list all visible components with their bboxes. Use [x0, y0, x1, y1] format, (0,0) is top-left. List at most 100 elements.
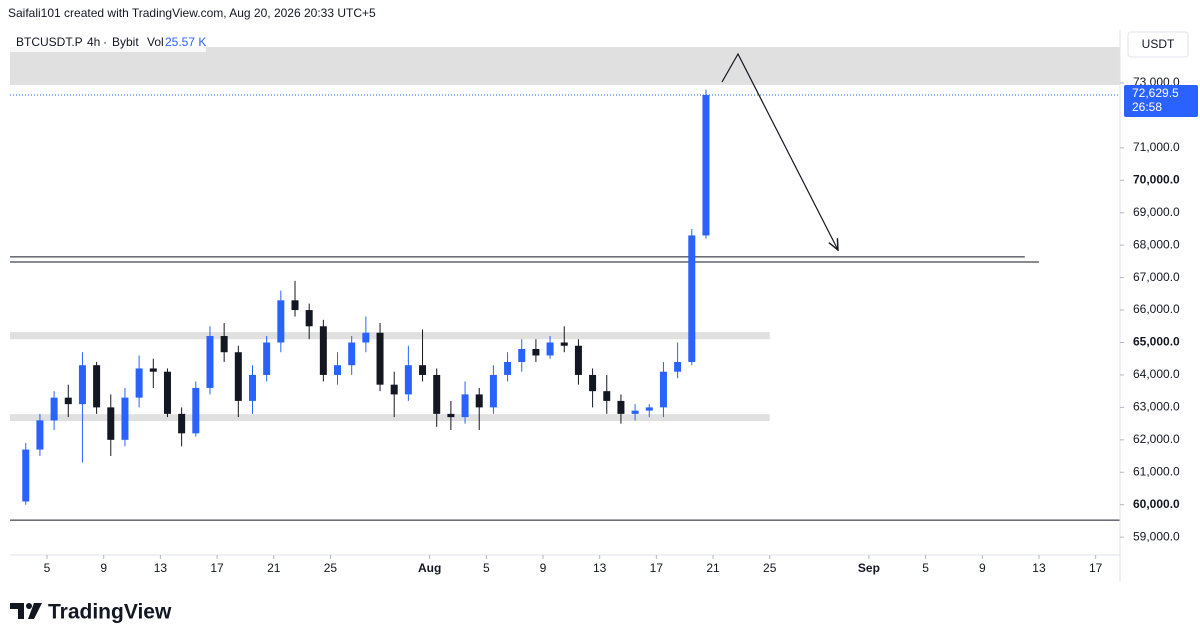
- header: Saifali101 created with TradingView.com,…: [8, 6, 376, 20]
- last-price: 72,629.5: [1132, 86, 1179, 100]
- zone: [10, 46, 1120, 85]
- candle-body: [78, 365, 86, 405]
- candle-body: [36, 420, 44, 450]
- brand: TradingView: [48, 601, 172, 624]
- candle-body: [234, 352, 242, 401]
- candle-body: [362, 332, 370, 343]
- separator: ·: [103, 35, 107, 49]
- candle-body: [121, 397, 129, 440]
- zone: [10, 332, 770, 340]
- logo-mark: [28, 603, 42, 619]
- exchange: Bybit: [112, 35, 139, 49]
- x-tick-label: 25: [324, 561, 338, 575]
- zone: [10, 414, 770, 422]
- candle-body: [688, 235, 696, 362]
- y-tick-label: 63,000.0: [1133, 400, 1180, 414]
- volume-label: Vol: [147, 35, 164, 49]
- candle-body: [220, 336, 228, 353]
- y-tick-label: 71,000.0: [1133, 140, 1180, 154]
- y-tick-label: 60,000.0: [1133, 497, 1180, 511]
- logo-mark: [26, 603, 32, 609]
- arrow-drawing: [721, 52, 838, 250]
- y-tick-label: 59,000.0: [1133, 529, 1180, 543]
- x-tick-label: 5: [483, 561, 490, 575]
- candle-body: [631, 410, 639, 414]
- candle-body: [206, 336, 214, 388]
- candle-body: [93, 365, 101, 408]
- x-tick-label: 21: [267, 561, 281, 575]
- y-tick-label: 65,000.0: [1133, 335, 1180, 349]
- candle-body: [64, 397, 72, 405]
- x-tick-label: 21: [706, 561, 720, 575]
- x-tick-label: 5: [44, 561, 51, 575]
- countdown: 26:58: [1132, 100, 1162, 114]
- legend: BTCUSDT.P · 4h · Bybit Vol 25.57 K: [10, 34, 206, 52]
- candle-body: [504, 361, 512, 375]
- candle-body: [617, 400, 625, 414]
- y-tick-label: 66,000.0: [1133, 302, 1180, 316]
- x-tick-label: 13: [154, 561, 168, 575]
- candle-body: [107, 407, 115, 440]
- candle-body: [589, 374, 597, 392]
- x-tick-label: 17: [650, 561, 664, 575]
- x-tick-label: 9: [100, 561, 107, 575]
- symbol: BTCUSDT.P: [16, 35, 83, 49]
- candle-body: [702, 94, 710, 236]
- x-tick-label: 9: [979, 561, 986, 575]
- candle-body: [376, 332, 384, 385]
- candle-body: [291, 300, 299, 311]
- candle-body: [22, 449, 30, 502]
- brand-logo: TradingView: [10, 601, 172, 624]
- candle-body: [518, 348, 526, 362]
- candle-body: [461, 394, 469, 418]
- y-tick-label: 64,000.0: [1133, 367, 1180, 381]
- interval: 4h: [87, 35, 100, 49]
- candle-body: [404, 365, 412, 395]
- last-price-box: [1124, 84, 1198, 117]
- x-tick-label: 17: [1089, 561, 1103, 575]
- x-tick-label: 5: [922, 561, 929, 575]
- x-tick-label: 13: [1032, 561, 1046, 575]
- candle-body: [603, 391, 611, 401]
- y-tick-label: 68,000.0: [1133, 237, 1180, 251]
- logo-mark: [10, 603, 24, 619]
- candle-body: [135, 368, 143, 398]
- candle-body: [192, 387, 200, 434]
- candle-body: [532, 348, 540, 356]
- candle-body: [447, 413, 455, 418]
- candle-body: [334, 365, 342, 375]
- x-tick-label: 9: [540, 561, 547, 575]
- candle-body: [659, 371, 667, 408]
- y-tick-label: 61,000.0: [1133, 464, 1180, 478]
- candle-body: [348, 342, 356, 366]
- y-tick-label: 69,000.0: [1133, 205, 1180, 219]
- currency-box[interactable]: [1127, 31, 1189, 58]
- volume: 25.57 K: [165, 35, 206, 49]
- candle-body: [178, 413, 186, 434]
- candle-body: [433, 374, 441, 414]
- currency[interactable]: USDT: [1142, 37, 1175, 51]
- x-tick-label: 13: [593, 561, 607, 575]
- legend-bg: [10, 34, 206, 52]
- candle-body: [419, 365, 427, 375]
- separator: ·: [77, 35, 81, 49]
- candle-body: [277, 300, 285, 343]
- candle-body: [305, 310, 313, 327]
- plot-area: [10, 46, 1120, 521]
- candle-body: [50, 397, 58, 421]
- candle-body: [645, 407, 653, 411]
- candle-body: [319, 326, 327, 375]
- candle-body: [248, 374, 256, 401]
- x-tick-label: 17: [210, 561, 224, 575]
- candle-body: [390, 384, 398, 395]
- x-tick-label: Sep: [858, 561, 880, 575]
- y-tick-label: 70,000.0: [1133, 172, 1180, 186]
- x-tick-label: 25: [763, 561, 777, 575]
- y-tick-label: 67,000.0: [1133, 270, 1180, 284]
- candle-body: [546, 342, 554, 356]
- candle-body: [163, 371, 171, 414]
- candle-body: [475, 394, 483, 408]
- candle-body: [574, 345, 582, 375]
